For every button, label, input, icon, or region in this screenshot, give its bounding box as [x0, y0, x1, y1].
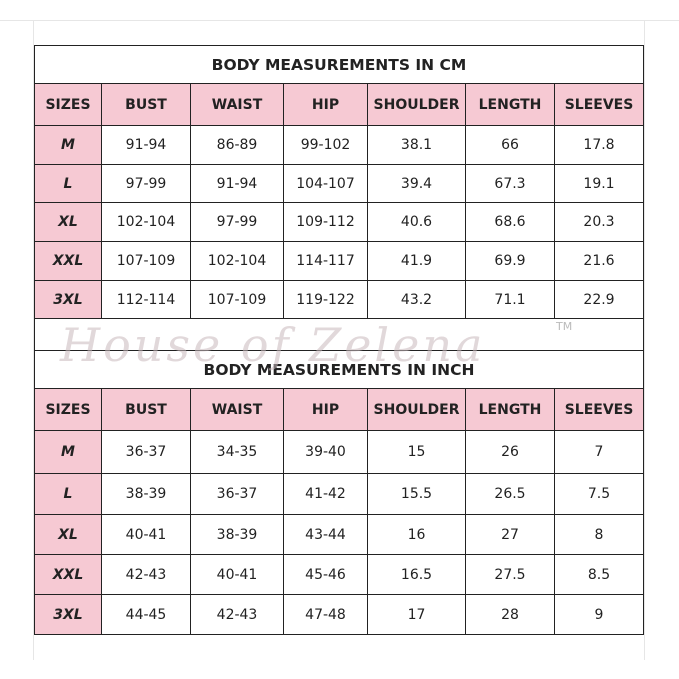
column-header: SLEEVES: [554, 388, 644, 432]
value-cell: 36-37: [190, 473, 284, 515]
value-cell: 7: [554, 430, 644, 474]
value-cell: 27.5: [465, 554, 555, 595]
column-header: SIZES: [34, 388, 102, 432]
value-cell: 19.1: [554, 164, 644, 203]
value-cell: 9: [554, 594, 644, 635]
size-cell: XXL: [34, 554, 102, 595]
table-title: BODY MEASUREMENTS IN CM: [34, 45, 644, 84]
size-cell: M: [34, 430, 102, 474]
value-cell: 21.6: [554, 241, 644, 281]
value-cell: 86-89: [190, 125, 284, 165]
value-cell: 40.6: [367, 202, 466, 242]
value-cell: 109-112: [283, 202, 368, 242]
value-cell: 42-43: [190, 594, 284, 635]
column-header: WAIST: [190, 83, 284, 126]
column-header: SHOULDER: [367, 83, 466, 126]
value-cell: 119-122: [283, 280, 368, 319]
value-cell: 15.5: [367, 473, 466, 515]
value-cell: 102-104: [101, 202, 191, 242]
value-cell: 16.5: [367, 554, 466, 595]
value-cell: 114-117: [283, 241, 368, 281]
value-cell: 39-40: [283, 430, 368, 474]
value-cell: 107-109: [101, 241, 191, 281]
value-cell: 42-43: [101, 554, 191, 595]
size-cell: M: [34, 125, 102, 165]
column-header: SLEEVES: [554, 83, 644, 126]
column-header: WAIST: [190, 388, 284, 432]
column-header: HIP: [283, 388, 368, 432]
value-cell: 36-37: [101, 430, 191, 474]
value-cell: 8: [554, 514, 644, 555]
table-title: BODY MEASUREMENTS IN INCH: [34, 350, 644, 390]
value-cell: 41-42: [283, 473, 368, 515]
column-header: SHOULDER: [367, 388, 466, 432]
value-cell: 112-114: [101, 280, 191, 319]
size-cell: 3XL: [34, 594, 102, 635]
value-cell: 26: [465, 430, 555, 474]
value-cell: 97-99: [101, 164, 191, 203]
value-cell: 7.5: [554, 473, 644, 515]
value-cell: 17: [367, 594, 466, 635]
column-header: HIP: [283, 83, 368, 126]
value-cell: 102-104: [190, 241, 284, 281]
column-header: BUST: [101, 83, 191, 126]
column-header: LENGTH: [465, 388, 555, 432]
value-cell: 97-99: [190, 202, 284, 242]
frame-line: [644, 20, 645, 660]
frame-line: [0, 20, 679, 21]
value-cell: 20.3: [554, 202, 644, 242]
value-cell: 8.5: [554, 554, 644, 595]
value-cell: 43.2: [367, 280, 466, 319]
value-cell: 34-35: [190, 430, 284, 474]
value-cell: 22.9: [554, 280, 644, 319]
value-cell: 40-41: [190, 554, 284, 595]
value-cell: 38-39: [190, 514, 284, 555]
spacer-row: [34, 317, 644, 352]
value-cell: 17.8: [554, 125, 644, 165]
size-cell: L: [34, 473, 102, 515]
size-cell: 3XL: [34, 280, 102, 319]
size-cell: L: [34, 164, 102, 203]
value-cell: 68.6: [465, 202, 555, 242]
size-cell: XL: [34, 202, 102, 242]
value-cell: 44-45: [101, 594, 191, 635]
frame-line: [33, 20, 34, 660]
value-cell: 67.3: [465, 164, 555, 203]
value-cell: 45-46: [283, 554, 368, 595]
size-cell: XXL: [34, 241, 102, 281]
value-cell: 15: [367, 430, 466, 474]
value-cell: 38-39: [101, 473, 191, 515]
value-cell: 43-44: [283, 514, 368, 555]
value-cell: 39.4: [367, 164, 466, 203]
value-cell: 40-41: [101, 514, 191, 555]
value-cell: 107-109: [190, 280, 284, 319]
value-cell: 26.5: [465, 473, 555, 515]
value-cell: 66: [465, 125, 555, 165]
column-header: BUST: [101, 388, 191, 432]
value-cell: 27: [465, 514, 555, 555]
column-header: LENGTH: [465, 83, 555, 126]
value-cell: 28: [465, 594, 555, 635]
value-cell: 99-102: [283, 125, 368, 165]
value-cell: 91-94: [101, 125, 191, 165]
value-cell: 104-107: [283, 164, 368, 203]
value-cell: 16: [367, 514, 466, 555]
value-cell: 91-94: [190, 164, 284, 203]
column-header: SIZES: [34, 83, 102, 126]
value-cell: 38.1: [367, 125, 466, 165]
value-cell: 41.9: [367, 241, 466, 281]
size-cell: XL: [34, 514, 102, 555]
value-cell: 47-48: [283, 594, 368, 635]
value-cell: 69.9: [465, 241, 555, 281]
value-cell: 71.1: [465, 280, 555, 319]
